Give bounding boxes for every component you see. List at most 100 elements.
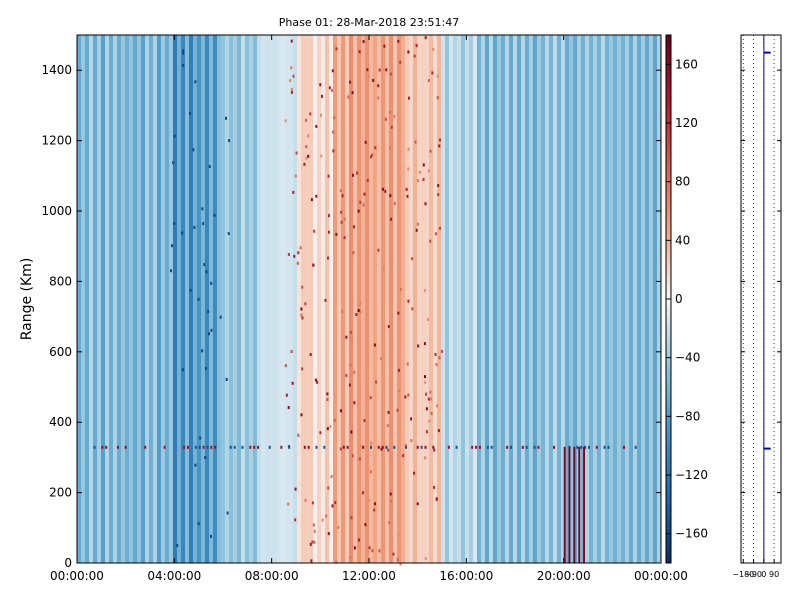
heatmap-column [593, 35, 598, 563]
heatmap-speckle [332, 130, 335, 134]
heatmap-column [581, 35, 586, 563]
heatmap-speckle [321, 94, 323, 98]
heatmap-speckle [329, 425, 332, 429]
heatmap-column [317, 35, 322, 563]
heatmap-speckle [342, 445, 345, 449]
heatmap-speckle [300, 413, 303, 417]
heatmap-column [189, 35, 194, 563]
heatmap-speckle [374, 146, 377, 150]
heatmap-speckle [588, 445, 590, 449]
heatmap-speckle [366, 178, 369, 182]
heatmap-column [281, 35, 286, 563]
heatmap-column [637, 35, 642, 563]
heatmap-column [525, 35, 530, 563]
heatmap-column [221, 35, 226, 563]
heatmap-speckle [423, 289, 426, 293]
heatmap-speckle [377, 84, 380, 88]
y-tick-label: 400 [49, 415, 72, 429]
heatmap-speckle [479, 445, 481, 449]
heatmap-speckle [413, 54, 416, 58]
profile-x-tick-label: −180 [732, 570, 754, 579]
heatmap-speckle [350, 516, 353, 520]
heatmap-column [501, 35, 506, 563]
heatmap-speckle [202, 222, 205, 226]
heatmap-column [229, 35, 234, 563]
heatmap-column [469, 35, 474, 563]
heatmap-speckle [228, 139, 231, 143]
heatmap-column [113, 35, 118, 563]
heatmap-speckle [425, 392, 428, 396]
heatmap-speckle [389, 146, 391, 150]
heatmap-speckle [299, 246, 302, 250]
heatmap-column [409, 35, 414, 563]
heatmap-column [201, 35, 206, 563]
heatmap-speckle [347, 95, 350, 99]
heatmap-speckle [351, 454, 354, 458]
heatmap-speckle [410, 417, 413, 421]
heatmap-speckle [369, 396, 372, 400]
heatmap-column [557, 35, 562, 563]
heatmap-column [265, 35, 270, 563]
heatmap-column [181, 35, 186, 563]
heatmap-speckle [313, 229, 316, 233]
profile-x-tick-label: 90 [769, 570, 779, 579]
colorbar-tick-label: −160 [675, 527, 708, 541]
heatmap-speckle [339, 447, 342, 451]
heatmap-speckle [310, 198, 313, 202]
heatmap-speckle [315, 194, 318, 198]
heatmap-speckle [305, 145, 308, 149]
heatmap-speckle [210, 281, 213, 285]
heatmap-column [121, 35, 126, 563]
x-tick-label: 08:00:00 [245, 569, 299, 583]
heatmap-speckle [427, 397, 430, 401]
heatmap-column [445, 35, 450, 563]
heatmap-speckle [294, 487, 297, 491]
heatmap-column [513, 35, 518, 563]
heatmap-speckle [389, 194, 392, 198]
heatmap-speckle [429, 390, 432, 394]
heatmap-speckle [368, 498, 371, 502]
heatmap-speckle [415, 44, 418, 48]
heatmap-speckle [301, 367, 304, 371]
heatmap-column [613, 35, 618, 563]
heatmap-speckle [296, 261, 299, 265]
heatmap-speckle [309, 542, 312, 546]
heatmap-speckle [201, 207, 204, 211]
heatmap-column [629, 35, 634, 563]
heatmap-column [441, 35, 446, 563]
heatmap-column [377, 35, 382, 563]
heatmap-speckle [294, 174, 297, 178]
heatmap-speckle [433, 448, 436, 452]
heatmap-speckle [358, 303, 361, 307]
heatmap-column [509, 35, 514, 563]
heatmap-column [653, 35, 658, 563]
heatmap-column [417, 35, 422, 563]
heatmap-speckle [349, 80, 352, 84]
heatmap-column [521, 35, 526, 563]
heatmap-speckle [407, 393, 410, 397]
heatmap-speckle [307, 154, 310, 158]
heatmap-speckle [343, 236, 346, 240]
heatmap-speckle [393, 202, 396, 206]
heatmap-speckle [490, 445, 493, 449]
heatmap-speckle [326, 427, 329, 431]
heatmap-speckle [284, 364, 287, 368]
heatmap-speckle [341, 194, 344, 198]
heatmap-speckle [440, 349, 443, 353]
heatmap-speckle [268, 445, 271, 449]
heatmap-column [89, 35, 94, 563]
red-feature-column [563, 446, 566, 563]
colorbar-tick-label: 120 [675, 116, 698, 130]
heatmap-speckle [580, 445, 583, 449]
heatmap-speckle [353, 225, 355, 229]
heatmap-speckle [377, 96, 380, 100]
heatmap-speckle [388, 521, 391, 525]
heatmap-speckle [284, 119, 287, 123]
heatmap-column [333, 35, 338, 563]
heatmap-speckle [382, 187, 384, 191]
heatmap-speckle [357, 309, 360, 312]
heatmap-speckle [205, 270, 208, 274]
heatmap-column [217, 35, 222, 563]
heatmap-speckle [416, 445, 419, 449]
heatmap-column [241, 35, 246, 563]
